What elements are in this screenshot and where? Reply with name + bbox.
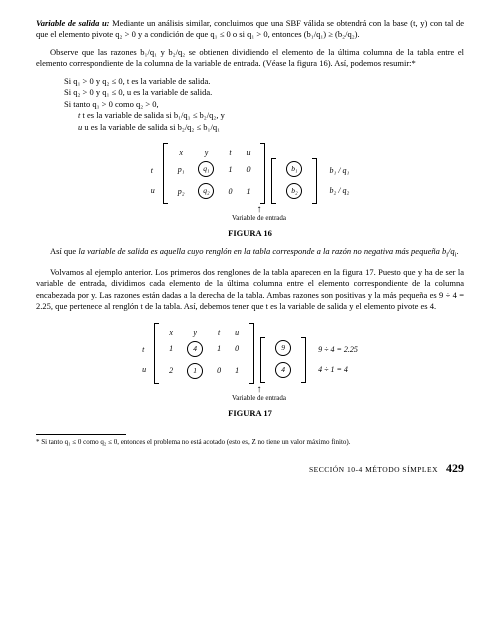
table-row: p₁ q₁ 1 0 <box>171 158 258 180</box>
lead-text: Variable de salida u: <box>36 18 110 28</box>
pivot-cell: 1 <box>187 363 203 379</box>
paragraph-volvamos: Volvamos al ejemplo anterior. Los primer… <box>36 267 464 313</box>
fig17-matrix: x y t u 1 4 1 0 2 1 0 1 <box>154 323 254 384</box>
rule-3b: t t es la variable de salida si b₁/q₁ ≤ … <box>64 110 464 121</box>
fig16-row-labels: t u <box>151 147 157 201</box>
fig17-header-row: x y t u <box>162 325 246 338</box>
fig17-row-labels: t u <box>142 326 148 380</box>
paragraph-observe: Observe que las razones b₁/q₁ y b₂/q₂ se… <box>36 47 464 70</box>
rules-block: Si q₁ > 0 y q₂ ≤ 0, t es la variable de … <box>64 76 464 133</box>
figure-17: t u x y t u 1 4 1 0 <box>36 323 464 402</box>
figure-16-caption: FIGURA 16 <box>36 228 464 238</box>
rule-3c: u u es la variable de salida si b₂/q₂ ≤ … <box>64 122 464 133</box>
fig16-matrix: x y t u p₁ q₁ 1 0 p₂ q₂ 0 <box>163 143 266 204</box>
rule-1: Si q₁ > 0 y q₂ ≤ 0, t es la variable de … <box>64 76 464 87</box>
table-row: 2 1 0 1 <box>162 360 246 382</box>
rule-2: Si q₂ > 0 y q₁ ≤ 0, u es la variable de … <box>64 87 464 98</box>
pivot-cell: q₂ <box>198 183 214 199</box>
fig16-arrow: ↑ Variable de entrada <box>232 204 286 222</box>
fig16-ratios: b₁ / q₁ b₂ / q₂ <box>323 147 349 201</box>
figure-16: t u x y t u p₁ q₁ 1 0 <box>36 143 464 222</box>
table-row: 1 4 1 0 <box>162 338 246 360</box>
fig17-arrow: ↑ Variable de entrada <box>232 384 286 402</box>
fig17-ratios: 9 ÷ 4 = 2.25 4 ÷ 1 = 4 <box>312 326 358 380</box>
fig17-rhs: 9 4 <box>260 323 306 383</box>
paragraph-asi-que: Así que la variable de salida es aquella… <box>36 246 464 260</box>
pivot-cell: q₁ <box>198 161 214 177</box>
pivot-cell: 4 <box>187 341 203 357</box>
paragraph-variable-salida: Variable de salida u: Mediante un anális… <box>36 18 464 41</box>
footer-page-number: 429 <box>446 461 464 476</box>
fig16-rhs: b₁ b₂ <box>271 144 317 204</box>
footnote-text: * Si tanto q₁ ≤ 0 como q₂ ≤ 0, entonces … <box>36 438 464 447</box>
rule-3a: Si tanto q₁ > 0 como q₂ > 0, <box>64 99 464 110</box>
footer-section: SECCIÓN 10-4 MÉTODO SÍMPLEX <box>309 465 438 474</box>
figure-17-caption: FIGURA 17 <box>36 408 464 418</box>
table-row: p₂ q₂ 0 1 <box>171 180 258 202</box>
page-footer: SECCIÓN 10-4 MÉTODO SÍMPLEX 429 <box>36 461 464 476</box>
footnote-rule <box>36 434 126 435</box>
fig16-header-row: x y t u <box>171 145 258 158</box>
